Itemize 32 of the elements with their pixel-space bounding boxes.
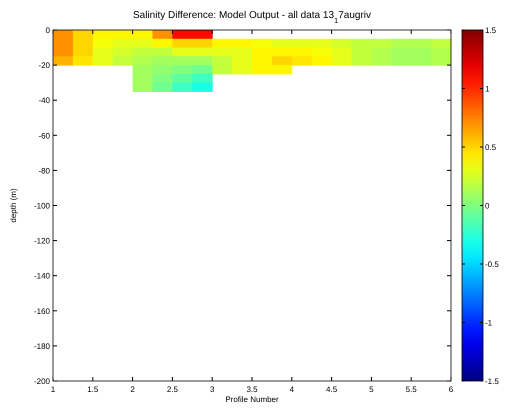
x-tick-label: 6 [448, 385, 454, 394]
color-bar-label: -1.5 [485, 377, 500, 386]
x-tick-label: 3 [210, 385, 215, 394]
x-tick-label: 4.5 [326, 385, 338, 394]
chart-title: Salinity Difference: Model Output - all data 13$_{1}$7augriv [132, 10, 372, 24]
y-tick-label: 0 [46, 26, 51, 35]
x-tick-label: 1 [50, 385, 56, 394]
x-tick-label: 5.5 [406, 385, 418, 394]
x-tick-label: 2.5 [166, 385, 179, 394]
y-tick-label: -40 [38, 96, 51, 106]
x-tick-label: 4 [290, 385, 295, 394]
color-bar-label: 0.5 [485, 143, 497, 152]
x-tick-label: 1.5 [87, 385, 99, 394]
y-tick-label: -80 [38, 166, 51, 176]
y-tick-label: -60 [38, 131, 51, 140]
color-bar-label: 1.5 [485, 26, 497, 35]
y-tick-label: -200 [34, 377, 51, 386]
y-tick-label: -100 [34, 202, 51, 210]
color-bar-label: -1 [485, 318, 493, 328]
x-tick-label: 5 [369, 385, 374, 394]
x-tick-label: 2 [130, 385, 136, 394]
y-tick-label: -160 [34, 306, 51, 316]
y-tick-label: -180 [34, 342, 51, 351]
color-bar-label: 1 [485, 84, 490, 94]
x-axis-title: Profile Number [225, 395, 280, 404]
y-tick-label: -140 [34, 272, 51, 281]
y-tick-label: -20 [38, 61, 51, 70]
x-tick-label: 3.5 [246, 385, 258, 394]
color-bar-label: 0 [485, 202, 490, 210]
y-tick-label: -120 [34, 236, 51, 246]
color-bar-label: -0.5 [485, 260, 500, 269]
y-axis-title: depth (m) [9, 188, 18, 223]
